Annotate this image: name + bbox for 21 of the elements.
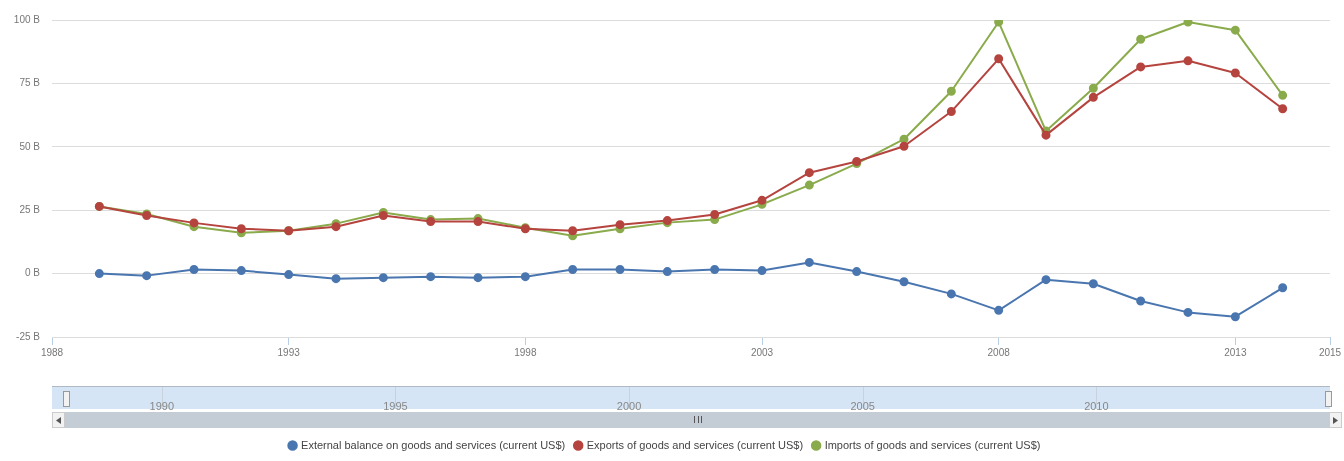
x2-tick-label: 2010	[1084, 399, 1109, 412]
x2-tick-label: 1995	[383, 399, 408, 412]
x-tick-label: 2015	[1318, 346, 1342, 358]
legend-label: External balance on goods and services (current US$)	[301, 438, 566, 451]
y-tick-label: 50 B	[19, 140, 41, 152]
x2-tick-label: 2005	[850, 399, 875, 412]
legend-label: Imports of goods and services (current US$)	[824, 438, 1041, 451]
x-tick-label: 2013	[1224, 346, 1247, 358]
x-tick-label: 1988	[40, 346, 64, 358]
legend-label: Exports of goods and services (current US$)	[586, 438, 804, 451]
x-tick-label: 1993	[277, 346, 301, 358]
x2-tick-label: 2000	[616, 399, 642, 412]
x-tick-label: 2003	[750, 346, 774, 358]
y-tick-label: 75 B	[19, 77, 41, 89]
x-tick-label: 1998	[514, 346, 537, 358]
y-tick-label: 100 B	[13, 13, 41, 25]
y-tick-label: 0 B	[24, 267, 41, 279]
x-tick-label: 2008	[987, 346, 1011, 358]
y-tick-label: 25 B	[19, 203, 41, 215]
y-tick-label: -25 B	[16, 330, 41, 342]
x2-tick-label: 1990	[149, 399, 175, 412]
